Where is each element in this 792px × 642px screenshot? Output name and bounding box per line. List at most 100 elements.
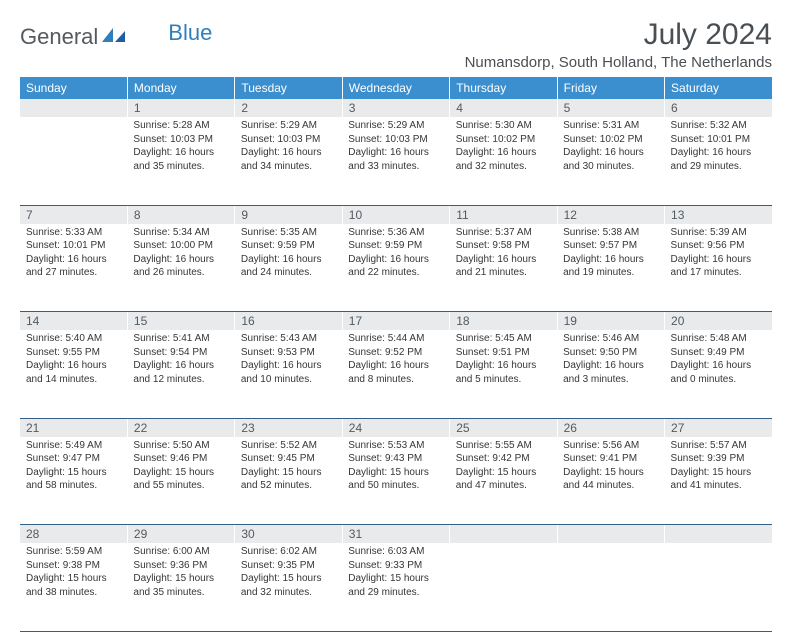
day-cell: Sunrise: 5:29 AMSunset: 10:03 PMDaylight… <box>342 117 449 205</box>
day-cell-body <box>450 543 557 549</box>
sunset-text: Sunset: 10:03 PM <box>241 133 336 147</box>
week-row: Sunrise: 5:49 AMSunset: 9:47 PMDaylight:… <box>20 437 772 525</box>
sunset-text: Sunset: 9:51 PM <box>456 346 551 360</box>
day-cell: Sunrise: 5:46 AMSunset: 9:50 PMDaylight:… <box>557 330 664 418</box>
daylight1-text: Daylight: 15 hours <box>133 466 228 480</box>
daylight2-text: and 50 minutes. <box>348 479 443 493</box>
daylight1-text: Daylight: 16 hours <box>133 253 228 267</box>
sunrise-text: Sunrise: 5:52 AM <box>241 439 336 453</box>
day-cell-body: Sunrise: 5:57 AMSunset: 9:39 PMDaylight:… <box>665 437 772 497</box>
day-number: 2 <box>235 99 342 117</box>
day-number: 13 <box>665 205 772 224</box>
daylight1-text: Daylight: 15 hours <box>671 466 766 480</box>
daylight1-text: Daylight: 16 hours <box>348 146 443 160</box>
day-number: 26 <box>557 418 664 437</box>
day-number: 9 <box>235 205 342 224</box>
daylight1-text: Daylight: 16 hours <box>563 146 658 160</box>
day-cell-body <box>20 117 127 123</box>
day-cell-body: Sunrise: 5:46 AMSunset: 9:50 PMDaylight:… <box>557 330 664 390</box>
calendar-body: 123456Sunrise: 5:28 AMSunset: 10:03 PMDa… <box>20 99 772 631</box>
sunset-text: Sunset: 10:02 PM <box>563 133 658 147</box>
sunrise-text: Sunrise: 5:53 AM <box>348 439 443 453</box>
day-header: Saturday <box>665 77 772 99</box>
sunrise-text: Sunrise: 5:56 AM <box>563 439 658 453</box>
day-number: 28 <box>20 525 127 544</box>
sunset-text: Sunset: 9:52 PM <box>348 346 443 360</box>
sunset-text: Sunset: 10:01 PM <box>26 239 121 253</box>
daylight2-text: and 44 minutes. <box>563 479 658 493</box>
day-cell-body: Sunrise: 5:41 AMSunset: 9:54 PMDaylight:… <box>127 330 234 390</box>
sunrise-text: Sunrise: 5:39 AM <box>671 226 766 240</box>
day-number: 19 <box>557 312 664 331</box>
day-cell-body: Sunrise: 5:28 AMSunset: 10:03 PMDaylight… <box>127 117 234 177</box>
sunset-text: Sunset: 9:39 PM <box>671 452 766 466</box>
day-number: 16 <box>235 312 342 331</box>
day-cell-body: Sunrise: 5:38 AMSunset: 9:57 PMDaylight:… <box>557 224 664 284</box>
day-header: Wednesday <box>342 77 449 99</box>
daylight2-text: and 32 minutes. <box>241 586 336 600</box>
day-cell: Sunrise: 5:32 AMSunset: 10:01 PMDaylight… <box>665 117 772 205</box>
day-number: 3 <box>342 99 449 117</box>
day-header: Sunday <box>20 77 127 99</box>
day-cell: Sunrise: 5:55 AMSunset: 9:42 PMDaylight:… <box>450 437 557 525</box>
day-cell: Sunrise: 5:50 AMSunset: 9:46 PMDaylight:… <box>127 437 234 525</box>
day-header: Friday <box>557 77 664 99</box>
sunrise-text: Sunrise: 5:29 AM <box>241 119 336 133</box>
daylight1-text: Daylight: 16 hours <box>26 253 121 267</box>
daylight1-text: Daylight: 16 hours <box>456 359 551 373</box>
day-cell: Sunrise: 6:02 AMSunset: 9:35 PMDaylight:… <box>235 543 342 631</box>
daylight1-text: Daylight: 16 hours <box>671 253 766 267</box>
daylight1-text: Daylight: 16 hours <box>348 253 443 267</box>
day-cell-body <box>557 543 664 549</box>
day-number: 24 <box>342 418 449 437</box>
day-cell-body: Sunrise: 5:55 AMSunset: 9:42 PMDaylight:… <box>450 437 557 497</box>
day-number: 10 <box>342 205 449 224</box>
daylight2-text: and 3 minutes. <box>563 373 658 387</box>
day-number: 18 <box>450 312 557 331</box>
day-cell: Sunrise: 5:30 AMSunset: 10:02 PMDaylight… <box>450 117 557 205</box>
day-number: 29 <box>127 525 234 544</box>
day-cell-body: Sunrise: 5:56 AMSunset: 9:41 PMDaylight:… <box>557 437 664 497</box>
day-cell: Sunrise: 5:56 AMSunset: 9:41 PMDaylight:… <box>557 437 664 525</box>
day-cell: Sunrise: 5:41 AMSunset: 9:54 PMDaylight:… <box>127 330 234 418</box>
day-cell-body: Sunrise: 5:53 AMSunset: 9:43 PMDaylight:… <box>342 437 449 497</box>
day-cell: Sunrise: 5:57 AMSunset: 9:39 PMDaylight:… <box>665 437 772 525</box>
sunrise-text: Sunrise: 5:38 AM <box>563 226 658 240</box>
daylight2-text: and 29 minutes. <box>671 160 766 174</box>
daylight2-text: and 14 minutes. <box>26 373 121 387</box>
sunset-text: Sunset: 9:35 PM <box>241 559 336 573</box>
sunrise-text: Sunrise: 5:29 AM <box>348 119 443 133</box>
day-number: 20 <box>665 312 772 331</box>
sunrise-text: Sunrise: 5:57 AM <box>671 439 766 453</box>
daylight2-text: and 35 minutes. <box>133 586 228 600</box>
day-number <box>665 525 772 544</box>
daylight1-text: Daylight: 16 hours <box>348 359 443 373</box>
week-row: Sunrise: 5:59 AMSunset: 9:38 PMDaylight:… <box>20 543 772 631</box>
day-cell: Sunrise: 5:53 AMSunset: 9:43 PMDaylight:… <box>342 437 449 525</box>
day-cell: Sunrise: 5:48 AMSunset: 9:49 PMDaylight:… <box>665 330 772 418</box>
day-cell-body: Sunrise: 5:45 AMSunset: 9:51 PMDaylight:… <box>450 330 557 390</box>
sunset-text: Sunset: 9:59 PM <box>348 239 443 253</box>
sunset-text: Sunset: 9:58 PM <box>456 239 551 253</box>
daylight2-text: and 35 minutes. <box>133 160 228 174</box>
day-number: 4 <box>450 99 557 117</box>
sunset-text: Sunset: 9:33 PM <box>348 559 443 573</box>
sunrise-text: Sunrise: 5:55 AM <box>456 439 551 453</box>
day-number: 5 <box>557 99 664 117</box>
daylight2-text: and 55 minutes. <box>133 479 228 493</box>
day-cell-body: Sunrise: 5:34 AMSunset: 10:00 PMDaylight… <box>127 224 234 284</box>
daylight2-text: and 41 minutes. <box>671 479 766 493</box>
sunrise-text: Sunrise: 5:28 AM <box>133 119 228 133</box>
day-number: 1 <box>127 99 234 117</box>
sunrise-text: Sunrise: 5:31 AM <box>563 119 658 133</box>
day-cell-body: Sunrise: 5:43 AMSunset: 9:53 PMDaylight:… <box>235 330 342 390</box>
day-number: 22 <box>127 418 234 437</box>
daylight1-text: Daylight: 16 hours <box>133 359 228 373</box>
daylight2-text: and 33 minutes. <box>348 160 443 174</box>
sunset-text: Sunset: 9:38 PM <box>26 559 121 573</box>
day-cell-body: Sunrise: 5:50 AMSunset: 9:46 PMDaylight:… <box>127 437 234 497</box>
sunrise-text: Sunrise: 5:37 AM <box>456 226 551 240</box>
day-cell: Sunrise: 5:29 AMSunset: 10:03 PMDaylight… <box>235 117 342 205</box>
daylight1-text: Daylight: 15 hours <box>348 466 443 480</box>
sunrise-text: Sunrise: 5:35 AM <box>241 226 336 240</box>
